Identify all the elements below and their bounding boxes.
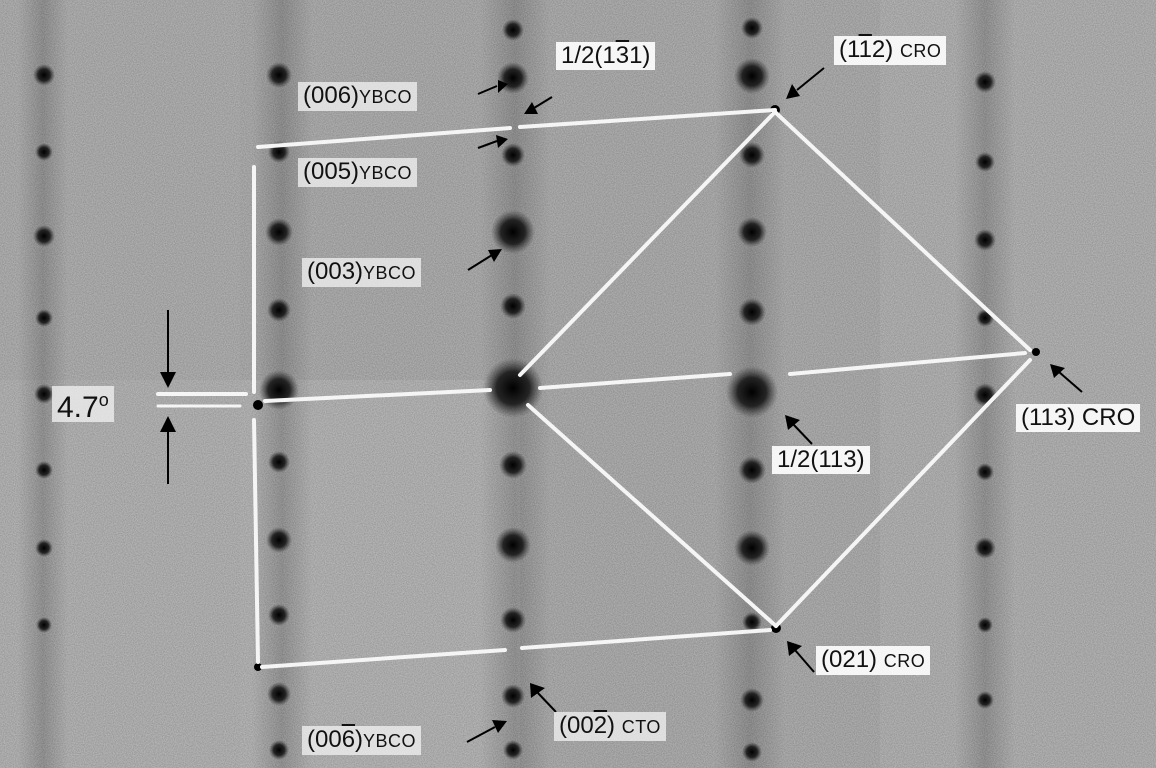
label-002bar-cto: (002) CTO <box>554 712 666 741</box>
reciprocal-lattice-lines <box>156 108 1032 669</box>
spot-left-bottom <box>254 663 262 671</box>
spot-113-cro <box>1032 348 1040 356</box>
spot-column-1 <box>33 64 55 633</box>
spot-column-4 <box>726 17 778 762</box>
spot-column-3 <box>483 19 543 760</box>
label-005-ybco: (005)YBCO <box>298 158 418 187</box>
label-half-131: 1/2(131) <box>556 42 656 70</box>
label-006bar-ybco: (006)YBCO <box>302 726 422 755</box>
arrows <box>160 67 1083 743</box>
label-006-ybco: (006)YBCO <box>298 82 418 111</box>
spot-left <box>253 400 263 410</box>
label-angle: 4.7o <box>52 386 115 423</box>
label-003-ybco: (003)YBCO <box>302 258 422 287</box>
label-021-cro: (021) CRO <box>816 646 931 675</box>
label-113-cro: (113) CRO <box>1016 404 1141 432</box>
label-112-cro: (112) CRO <box>834 36 947 65</box>
label-half-113: 1/2(113) <box>772 446 870 474</box>
spot-column-5 <box>973 71 997 709</box>
